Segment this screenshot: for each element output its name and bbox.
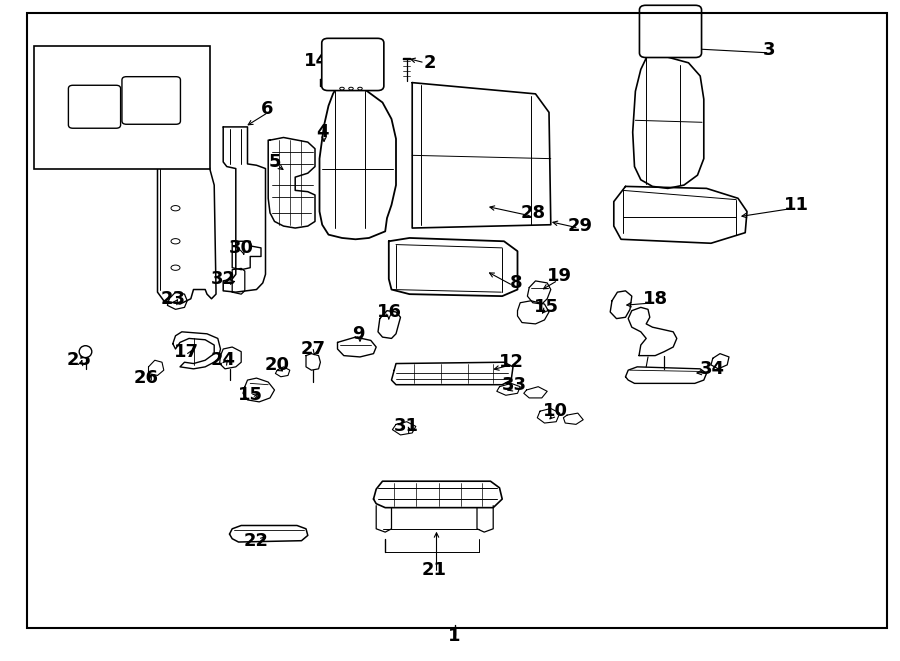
Text: 28: 28 [520, 204, 545, 222]
Ellipse shape [358, 87, 362, 90]
Text: 9: 9 [352, 325, 365, 344]
Text: 8: 8 [509, 274, 522, 292]
Text: 16: 16 [377, 303, 402, 321]
Text: 34: 34 [700, 360, 725, 378]
Ellipse shape [171, 239, 180, 244]
Text: 19: 19 [547, 267, 572, 286]
FancyBboxPatch shape [122, 77, 180, 124]
Text: 23: 23 [160, 290, 185, 308]
Text: 15: 15 [238, 386, 263, 405]
Text: 2: 2 [424, 54, 436, 72]
Text: 1: 1 [448, 627, 461, 645]
Text: 20: 20 [265, 356, 290, 374]
Ellipse shape [349, 87, 353, 90]
FancyBboxPatch shape [68, 85, 121, 128]
Text: 18: 18 [643, 290, 668, 308]
Text: 11: 11 [784, 196, 809, 214]
Text: 22: 22 [244, 531, 269, 550]
Ellipse shape [79, 346, 92, 358]
Text: 24: 24 [211, 351, 236, 369]
Text: 32: 32 [211, 270, 236, 288]
Ellipse shape [340, 87, 344, 90]
FancyBboxPatch shape [639, 5, 702, 58]
Text: 17: 17 [174, 342, 199, 361]
Text: 10: 10 [543, 402, 568, 420]
Text: 29: 29 [568, 217, 593, 235]
Bar [34, 46, 210, 169]
Text: 26: 26 [133, 369, 158, 387]
Text: 3: 3 [763, 40, 776, 59]
Text: 30: 30 [229, 239, 254, 257]
Ellipse shape [171, 265, 180, 270]
Text: 4: 4 [316, 123, 328, 141]
Text: 5: 5 [268, 153, 281, 171]
FancyBboxPatch shape [322, 38, 383, 91]
Text: 27: 27 [301, 340, 326, 358]
Text: 13: 13 [49, 133, 74, 151]
Text: 31: 31 [394, 417, 419, 436]
Text: 12: 12 [499, 353, 524, 371]
Text: 15: 15 [534, 298, 559, 317]
Text: 7: 7 [190, 139, 203, 158]
Text: 21: 21 [421, 561, 446, 579]
Text: 25: 25 [67, 351, 92, 369]
Text: 6: 6 [261, 100, 274, 118]
Text: 33: 33 [502, 375, 527, 394]
Text: 14: 14 [304, 52, 329, 70]
Ellipse shape [171, 206, 180, 211]
